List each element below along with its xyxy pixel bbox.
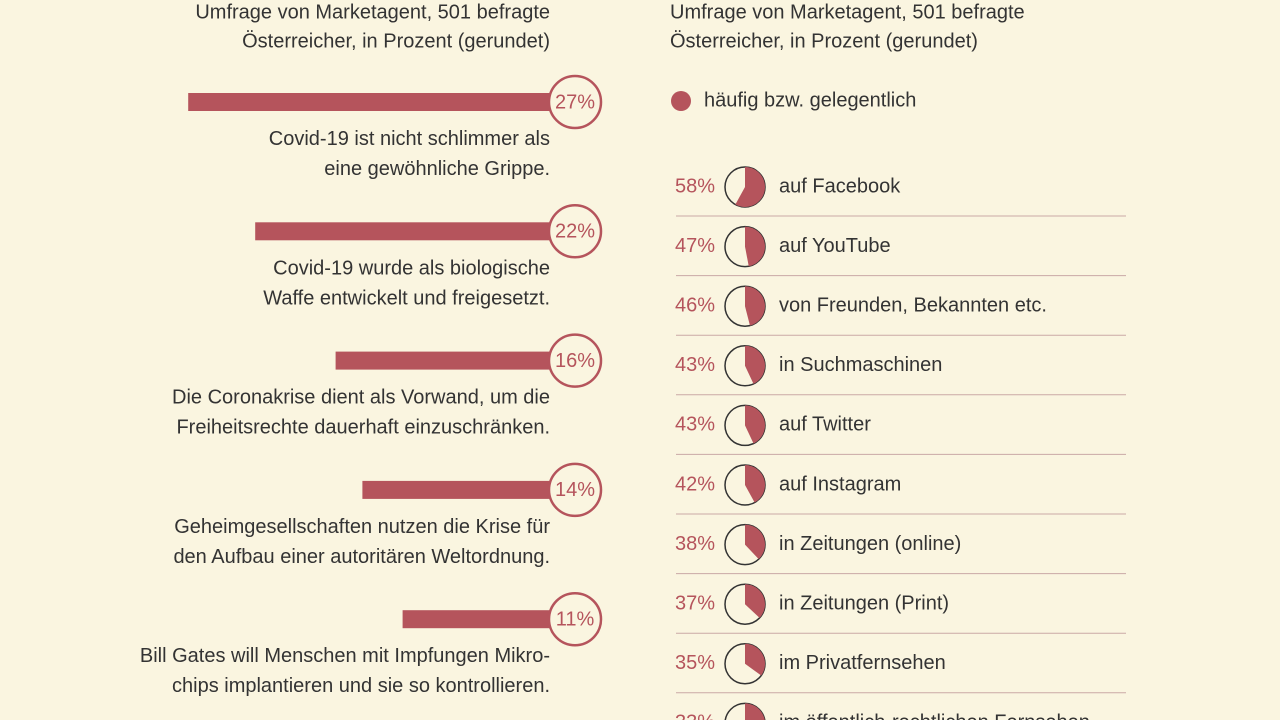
category-label: auf Facebook (779, 175, 901, 197)
value-circle (547, 333, 603, 388)
bar (402, 610, 550, 629)
value-label: 16% (555, 350, 595, 372)
statement: Bill Gates will Menschen mit Impfungen M… (140, 645, 550, 697)
category-label: von Freunden, Bekannten etc. (779, 294, 1047, 316)
subtitle: Umfrage von Marketagent, 501 befragte (670, 1, 1025, 23)
value-label: 11% (556, 608, 595, 630)
pie-slice (745, 643, 766, 676)
category-label: auf YouTube (779, 235, 891, 257)
value-label: 43% (675, 414, 715, 436)
statement: Geheimgesellschaften nutzen die Krise fü… (173, 516, 550, 568)
pie-slice (745, 584, 765, 618)
pie-slice (735, 167, 765, 207)
value-label: 43% (675, 354, 715, 376)
pie-slice (745, 226, 765, 267)
value-label: 47% (675, 235, 715, 257)
statement: Die Coronakrise dient als Vorwand, um di… (172, 387, 550, 439)
pie-slice (745, 465, 765, 503)
value-label: 27% (555, 91, 595, 113)
value-label: 37% (675, 592, 715, 614)
bar (335, 351, 550, 370)
bar (362, 480, 550, 499)
category-label: in Zeitungen (Print) (779, 592, 949, 614)
value-label: 42% (675, 473, 715, 495)
value-label: 35% (675, 652, 715, 674)
value-label: 58% (675, 175, 715, 197)
value-label: 46% (675, 294, 715, 316)
legend-marker (671, 91, 691, 111)
category-label: in Suchmaschinen (779, 354, 942, 376)
value-label: 33% (675, 712, 715, 720)
bar (255, 222, 550, 241)
legend-label: häufig bzw. gelegentlich (704, 89, 916, 111)
value-circle (547, 462, 603, 518)
value-label: 22% (555, 221, 595, 243)
pie-slice (745, 703, 765, 720)
subtitle: Umfrage von Marketagent, 501 befragte (195, 1, 550, 23)
value-label: 38% (675, 533, 715, 555)
value-circle (547, 74, 603, 130)
subtitle: Österreicher, in Prozent (gerundet) (242, 30, 550, 52)
value-circle (547, 591, 603, 647)
category-label: im öffentlich-rechtlichen Fernsehen (779, 712, 1090, 720)
value-label: 14% (555, 479, 595, 501)
category-label: auf Instagram (779, 473, 901, 495)
subtitle: Österreicher, in Prozent (gerundet) (670, 30, 978, 52)
statement: Covid-19 ist nicht schlimmer als eine gew… (269, 128, 550, 180)
category-label: in Zeitungen (online) (779, 533, 961, 555)
pie-slice (745, 286, 765, 326)
pie-slice (745, 405, 765, 444)
value-circle (547, 204, 603, 259)
pie-slice (745, 345, 766, 384)
category-label: auf Twitter (779, 414, 871, 436)
pie-slice (745, 524, 765, 560)
statement: Covid-19 wurde als biologische Waffe entw… (263, 258, 550, 310)
category-label: im Privatfernsehen (779, 652, 946, 674)
bar (188, 93, 550, 111)
